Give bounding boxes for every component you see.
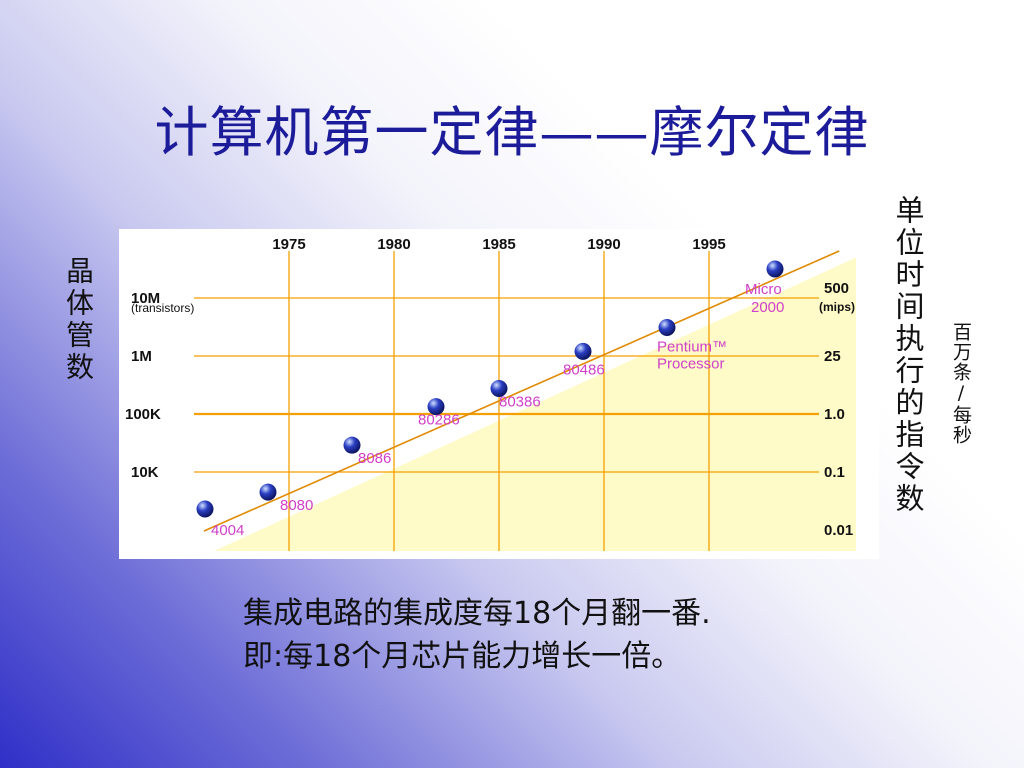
data-point: [427, 398, 445, 416]
data-point-label: 8086: [358, 450, 391, 467]
x-tick-label: 1985: [482, 236, 515, 253]
data-point: [196, 500, 214, 518]
y-left-tick-label: 10M: [131, 290, 160, 307]
y-right-tick-label: 0.01: [824, 522, 853, 539]
data-point-label: Pentium™: [657, 339, 727, 356]
data-point: [259, 483, 277, 501]
y-right-tick-label: 25: [824, 348, 841, 365]
data-point: [490, 380, 508, 398]
slide-title: 计算机第一定律——摩尔定律: [154, 101, 870, 164]
y-right-tick-label: 500: [824, 280, 849, 297]
data-point-label: 4004: [211, 522, 244, 539]
y-right-unit-label: (mips): [819, 300, 855, 314]
right-axis-label: 单位时间执行的指令数: [891, 195, 925, 515]
data-point-label: 8080: [280, 497, 313, 514]
data-point-label: 80386: [499, 394, 541, 411]
data-point: [574, 342, 592, 360]
data-point-label: 80486: [563, 361, 605, 378]
y-left-tick-label: 10K: [131, 464, 159, 481]
y-right-tick-label: 0.1: [824, 464, 845, 481]
moore-law-chart: 1975 1980 1985 1990 1995 10M 1M 100K 10K (transis…: [119, 229, 879, 559]
x-tick-label: 1995: [692, 236, 725, 253]
y-left-unit-label: (transistors): [131, 301, 194, 315]
caption-line-2: 即:每18个月芯片能力增长一倍。: [243, 639, 682, 674]
caption-line-1: 集成电路的集成度每18个月翻一番.: [243, 596, 711, 631]
y-left-tick-label: 1M: [131, 348, 152, 365]
chart-svg: 1975 1980 1985 1990 1995 10M 1M 100K 10K (transis…: [125, 236, 856, 551]
left-axis-label: 晶体管数: [62, 256, 95, 384]
x-tick-label: 1990: [587, 236, 620, 253]
x-tick-label: 1975: [272, 236, 305, 253]
data-point: [766, 260, 784, 278]
data-point-label: 2000: [751, 299, 784, 316]
data-point: [658, 319, 676, 337]
data-point-label: Micro: [745, 281, 782, 298]
trend-line: [203, 250, 840, 532]
x-tick-label: 1980: [377, 236, 410, 253]
y-right-tick-label: 1.0: [824, 406, 845, 423]
right-axis-unit: 百万条/每秒: [950, 322, 972, 445]
caption: 集成电路的集成度每18个月翻一番. 即:每18个月芯片能力增长一倍。: [243, 592, 711, 678]
data-point-label: 80286: [418, 412, 460, 429]
data-point-label: Processor: [657, 356, 725, 373]
y-left-tick-label: 100K: [125, 406, 161, 423]
data-point: [343, 436, 361, 454]
